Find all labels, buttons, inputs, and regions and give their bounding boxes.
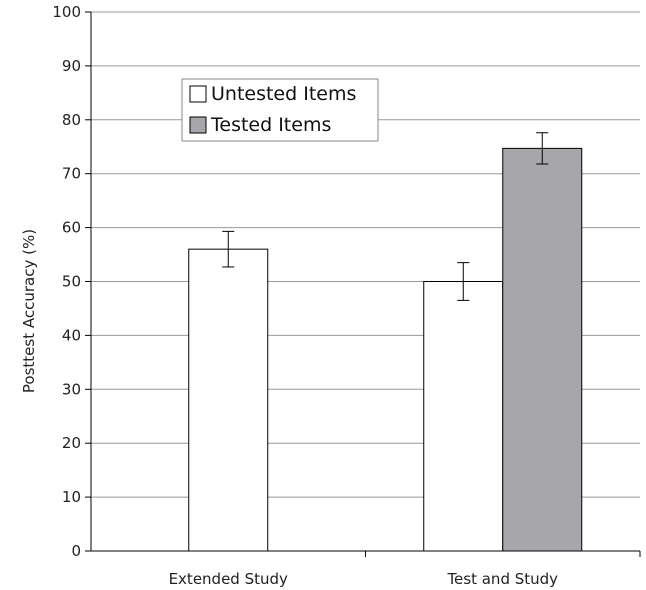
bars [188, 132, 583, 552]
y-tick-label: 0 [71, 542, 81, 560]
y-tick-label: 40 [62, 326, 81, 344]
y-tick-label: 90 [62, 57, 81, 75]
legend-label-tested: Tested Items [210, 114, 331, 136]
legend-swatch-untested [189, 85, 207, 103]
y-axis-title: Posttest Accuracy (%) [20, 229, 38, 393]
legend-swatch-tested [189, 116, 207, 134]
gridlines [91, 11, 640, 498]
bar [502, 147, 583, 552]
bar [188, 248, 269, 552]
x-category-label: Extended Study [169, 570, 288, 588]
legend-label-untested: Untested Items [211, 83, 356, 105]
y-tick-label: 80 [62, 111, 81, 129]
legend-box [181, 78, 379, 142]
axes: 0 10 20 30 40 50 60 70 80 90 100 Extended Study Test… [52, 3, 641, 588]
y-tick-label: 100 [52, 3, 81, 21]
y-tick-label: 50 [62, 273, 81, 291]
y-tick-label: 60 [62, 219, 81, 237]
y-tick-label: 30 [62, 380, 81, 398]
x-category-label: Test and Study [446, 570, 558, 588]
y-tick-label: 10 [62, 488, 81, 506]
y-tick-label: 70 [62, 165, 81, 183]
y-tick-label: 20 [62, 434, 81, 452]
bar [423, 281, 504, 552]
legend: Untested Items Tested Items [181, 78, 379, 142]
